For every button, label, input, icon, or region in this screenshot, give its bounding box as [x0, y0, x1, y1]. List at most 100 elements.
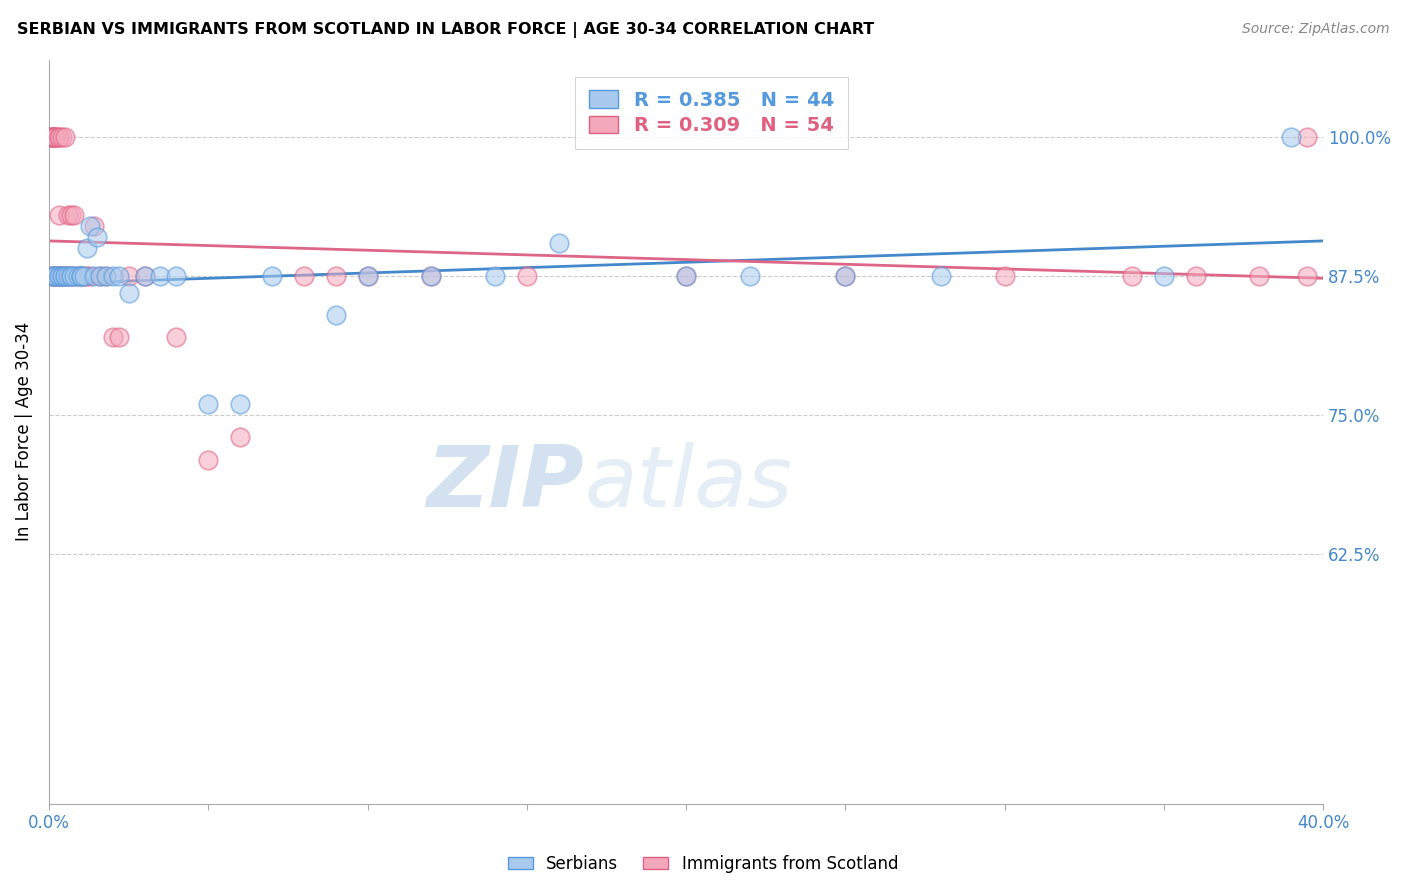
Point — [108, 269, 131, 284]
Text: Source: ZipAtlas.com: Source: ZipAtlas.com — [1241, 22, 1389, 37]
Point — [48, 269, 70, 284]
Point — [41, 130, 63, 145]
Legend: Serbians, Immigrants from Scotland: Serbians, Immigrants from Scotland — [501, 848, 905, 880]
Point — [834, 269, 856, 284]
Point — [79, 219, 101, 234]
Point — [53, 269, 76, 284]
Point — [41, 269, 63, 284]
Point — [96, 269, 118, 284]
Legend: R = 0.385   N = 44, R = 0.309   N = 54: R = 0.385 N = 44, R = 0.309 N = 54 — [575, 77, 848, 149]
Point — [83, 219, 105, 234]
Point — [675, 269, 697, 284]
Point — [420, 269, 443, 284]
Point — [83, 269, 105, 284]
Point — [675, 269, 697, 284]
Y-axis label: In Labor Force | Age 30-34: In Labor Force | Age 30-34 — [15, 322, 32, 541]
Point — [547, 235, 569, 250]
Point — [149, 269, 172, 284]
Point — [48, 130, 70, 145]
Point — [356, 269, 378, 284]
Point — [60, 208, 83, 222]
Point — [56, 269, 79, 284]
Point — [260, 269, 283, 284]
Point — [56, 269, 79, 284]
Point — [44, 269, 66, 284]
Point — [69, 269, 91, 284]
Point — [86, 230, 108, 244]
Point — [1184, 269, 1206, 284]
Point — [108, 330, 131, 344]
Point — [51, 269, 73, 284]
Point — [44, 130, 66, 145]
Point — [48, 130, 70, 145]
Point — [41, 269, 63, 284]
Point — [229, 397, 252, 411]
Point — [53, 130, 76, 145]
Point — [484, 269, 506, 284]
Point — [101, 330, 124, 344]
Point — [51, 130, 73, 145]
Point — [197, 452, 219, 467]
Point — [1121, 269, 1143, 284]
Point — [69, 269, 91, 284]
Point — [516, 269, 538, 284]
Point — [60, 269, 83, 284]
Point — [63, 208, 86, 222]
Point — [292, 269, 315, 284]
Point — [738, 269, 761, 284]
Point — [41, 130, 63, 145]
Point — [929, 269, 952, 284]
Point — [48, 269, 70, 284]
Point — [325, 308, 347, 322]
Point — [1249, 269, 1271, 284]
Point — [1296, 269, 1319, 284]
Point — [44, 269, 66, 284]
Point — [48, 269, 70, 284]
Point — [76, 269, 98, 284]
Point — [51, 269, 73, 284]
Point — [134, 269, 156, 284]
Point — [44, 269, 66, 284]
Point — [1279, 130, 1302, 145]
Point — [101, 269, 124, 284]
Point — [56, 208, 79, 222]
Point — [41, 130, 63, 145]
Point — [44, 130, 66, 145]
Point — [44, 130, 66, 145]
Text: atlas: atlas — [583, 442, 792, 525]
Point — [420, 269, 443, 284]
Point — [356, 269, 378, 284]
Point — [53, 269, 76, 284]
Point — [63, 269, 86, 284]
Point — [41, 269, 63, 284]
Point — [834, 269, 856, 284]
Point — [73, 269, 96, 284]
Point — [53, 269, 76, 284]
Point — [48, 269, 70, 284]
Point — [69, 269, 91, 284]
Point — [96, 269, 118, 284]
Point — [60, 269, 83, 284]
Point — [117, 269, 139, 284]
Point — [165, 330, 187, 344]
Point — [994, 269, 1017, 284]
Point — [165, 269, 187, 284]
Point — [1153, 269, 1175, 284]
Point — [117, 285, 139, 300]
Point — [1296, 130, 1319, 145]
Point — [229, 430, 252, 444]
Point — [41, 130, 63, 145]
Point — [66, 269, 89, 284]
Text: SERBIAN VS IMMIGRANTS FROM SCOTLAND IN LABOR FORCE | AGE 30-34 CORRELATION CHART: SERBIAN VS IMMIGRANTS FROM SCOTLAND IN L… — [17, 22, 875, 38]
Point — [44, 269, 66, 284]
Point — [73, 269, 96, 284]
Point — [197, 397, 219, 411]
Point — [60, 269, 83, 284]
Point — [51, 269, 73, 284]
Point — [48, 208, 70, 222]
Point — [89, 269, 111, 284]
Point — [66, 269, 89, 284]
Point — [134, 269, 156, 284]
Point — [89, 269, 111, 284]
Point — [325, 269, 347, 284]
